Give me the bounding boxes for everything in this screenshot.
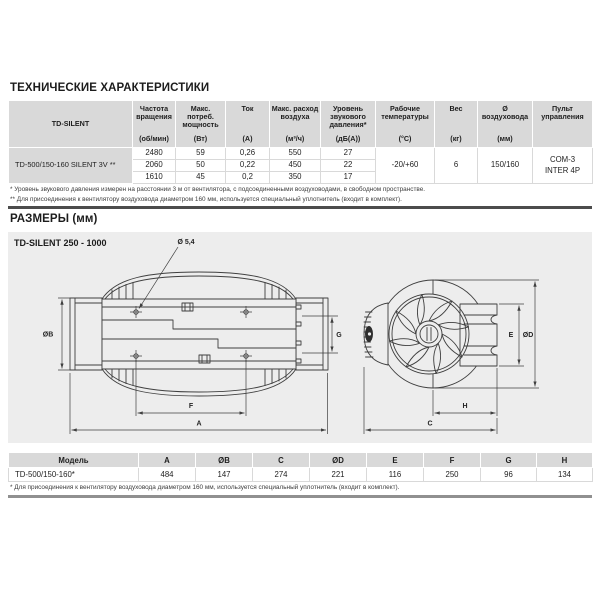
dim-value-cell: 96 [480,467,537,482]
weight-cell: 6 [434,147,478,184]
value-cell: 45 [175,171,226,184]
dim-label-f: F [189,403,194,410]
dim-label-h: H [462,403,467,410]
dims-header-row: Модель A ØB C ØD E F G H [8,452,593,468]
dim-col-header-f: F [423,452,481,468]
value-cell: 2480 [132,147,176,160]
dim-value-cell: 221 [309,467,367,482]
col-header-current: Ток (А) [225,100,270,148]
dim-label-g: G [336,332,342,339]
drawing-model-range: TD-SILENT 250 - 1000 [14,238,107,248]
col-header-max-airflow: Макс. расход воздуха (м³/ч) [269,100,321,148]
dims-footnote: * Для присоединения к вентилятору воздух… [10,484,400,491]
dim-label-e: E [509,332,514,339]
col-header-sound-pressure: Уровень звукового давления* (дБ(А)) [320,100,376,148]
dimensions-drawing-panel: TD-SILENT 250 - 1000 [8,232,592,443]
dimensions-drawing: Ø 5,4 ØB G F A [43,239,539,434]
dim-label-d: ØD [523,332,534,339]
tech-specs-title: ТЕХНИЧЕСКИЕ ХАРАКТЕРИСТИКИ [10,82,210,94]
spec-row: TD-500/150-160 SILENT 3V ** 2480 59 0,26… [8,147,593,184]
dim-value-cell: 147 [195,467,253,482]
value-cell: 2060 [132,159,176,172]
tech-specs-table: TD-SILENT Частота вращения (об/мин) Макс.… [8,100,593,184]
col-header-operating-temperature: Рабочие температуры (°С) [375,100,435,148]
duct-size-cell: 150/160 [477,147,533,184]
value-cell: 0,2 [225,171,270,184]
value-cell: 550 [269,147,321,160]
footnote-duct: ** Для присоединения к вентилятору возду… [10,195,402,203]
dim-value-cell: 134 [536,467,593,482]
value-cell: 1610 [132,171,176,184]
fan-front-view: E ØD H C [363,279,539,434]
dim-value-cell: 274 [252,467,310,482]
col-header-max-power: Макс. потреб. мощность (Вт) [175,100,226,148]
dim-col-header-h: H [536,452,593,468]
col-header-duct-diameter: Ø воздуховода (мм) [477,100,533,148]
section-divider [8,206,592,209]
mounting-holes [130,306,252,362]
tech-header-row: TD-SILENT Частота вращения (об/мин) Макс.… [8,100,593,148]
value-cell: 22 [320,159,376,172]
value-cell: 50 [175,159,226,172]
footnote-sound: * Уровень звукового давления измерен на … [10,186,426,193]
col-header-weight: Вес (кг) [434,100,478,148]
dims-row: TD-500/150-160* 484 147 274 221 116 250 … [8,467,593,482]
hole-diameter-label: Ø 5,4 [177,239,194,246]
value-cell: 0,22 [225,159,270,172]
dim-col-header-a: A [138,452,196,468]
impeller-blades [388,293,470,375]
dim-col-header-e: E [366,452,424,468]
value-cell: 450 [269,159,321,172]
spec-row: 1610 45 0,2 350 17 [9,171,593,184]
value-cell: 27 [320,147,376,160]
dimensions-table: Модель A ØB C ØD E F G H TD-500/150-160*… [8,452,593,482]
dim-col-header-b: ØB [195,452,253,468]
dim-col-header-model: Модель [8,452,139,468]
col-header-rotation-speed: Частота вращения (об/мин) [132,100,176,148]
dim-label-a: A [196,421,201,428]
dim-model-cell: TD-500/150-160* [8,467,139,482]
dim-col-header-c: C [252,452,310,468]
temp-range-cell: -20/+60 [375,147,435,184]
fan-side-view: Ø 5,4 ØB G F A [43,239,342,434]
remote-control-cell: COM-3 INTER 4P [532,147,593,184]
col-header-remote-control: Пульт управления [532,100,593,148]
dim-value-cell: 484 [138,467,196,482]
dimensions-title: РАЗМЕРЫ (мм) [10,213,98,225]
model-name-cell: TD-500/150-160 SILENT 3V ** [8,147,133,184]
dim-label-b: ØB [43,332,54,339]
value-cell: 59 [175,147,226,160]
bottom-divider [8,495,592,498]
value-cell: 350 [269,171,321,184]
dim-col-header-d: ØD [309,452,367,468]
value-cell: 0,26 [225,147,270,160]
value-cell: 17 [320,171,376,184]
tech-footnotes: * Уровень звукового давления измерен на … [10,185,425,204]
col-header-model: TD-SILENT [8,100,133,148]
dim-value-cell: 250 [423,467,481,482]
dim-col-header-g: G [480,452,537,468]
dim-value-cell: 116 [366,467,424,482]
dim-label-c: C [427,421,432,428]
